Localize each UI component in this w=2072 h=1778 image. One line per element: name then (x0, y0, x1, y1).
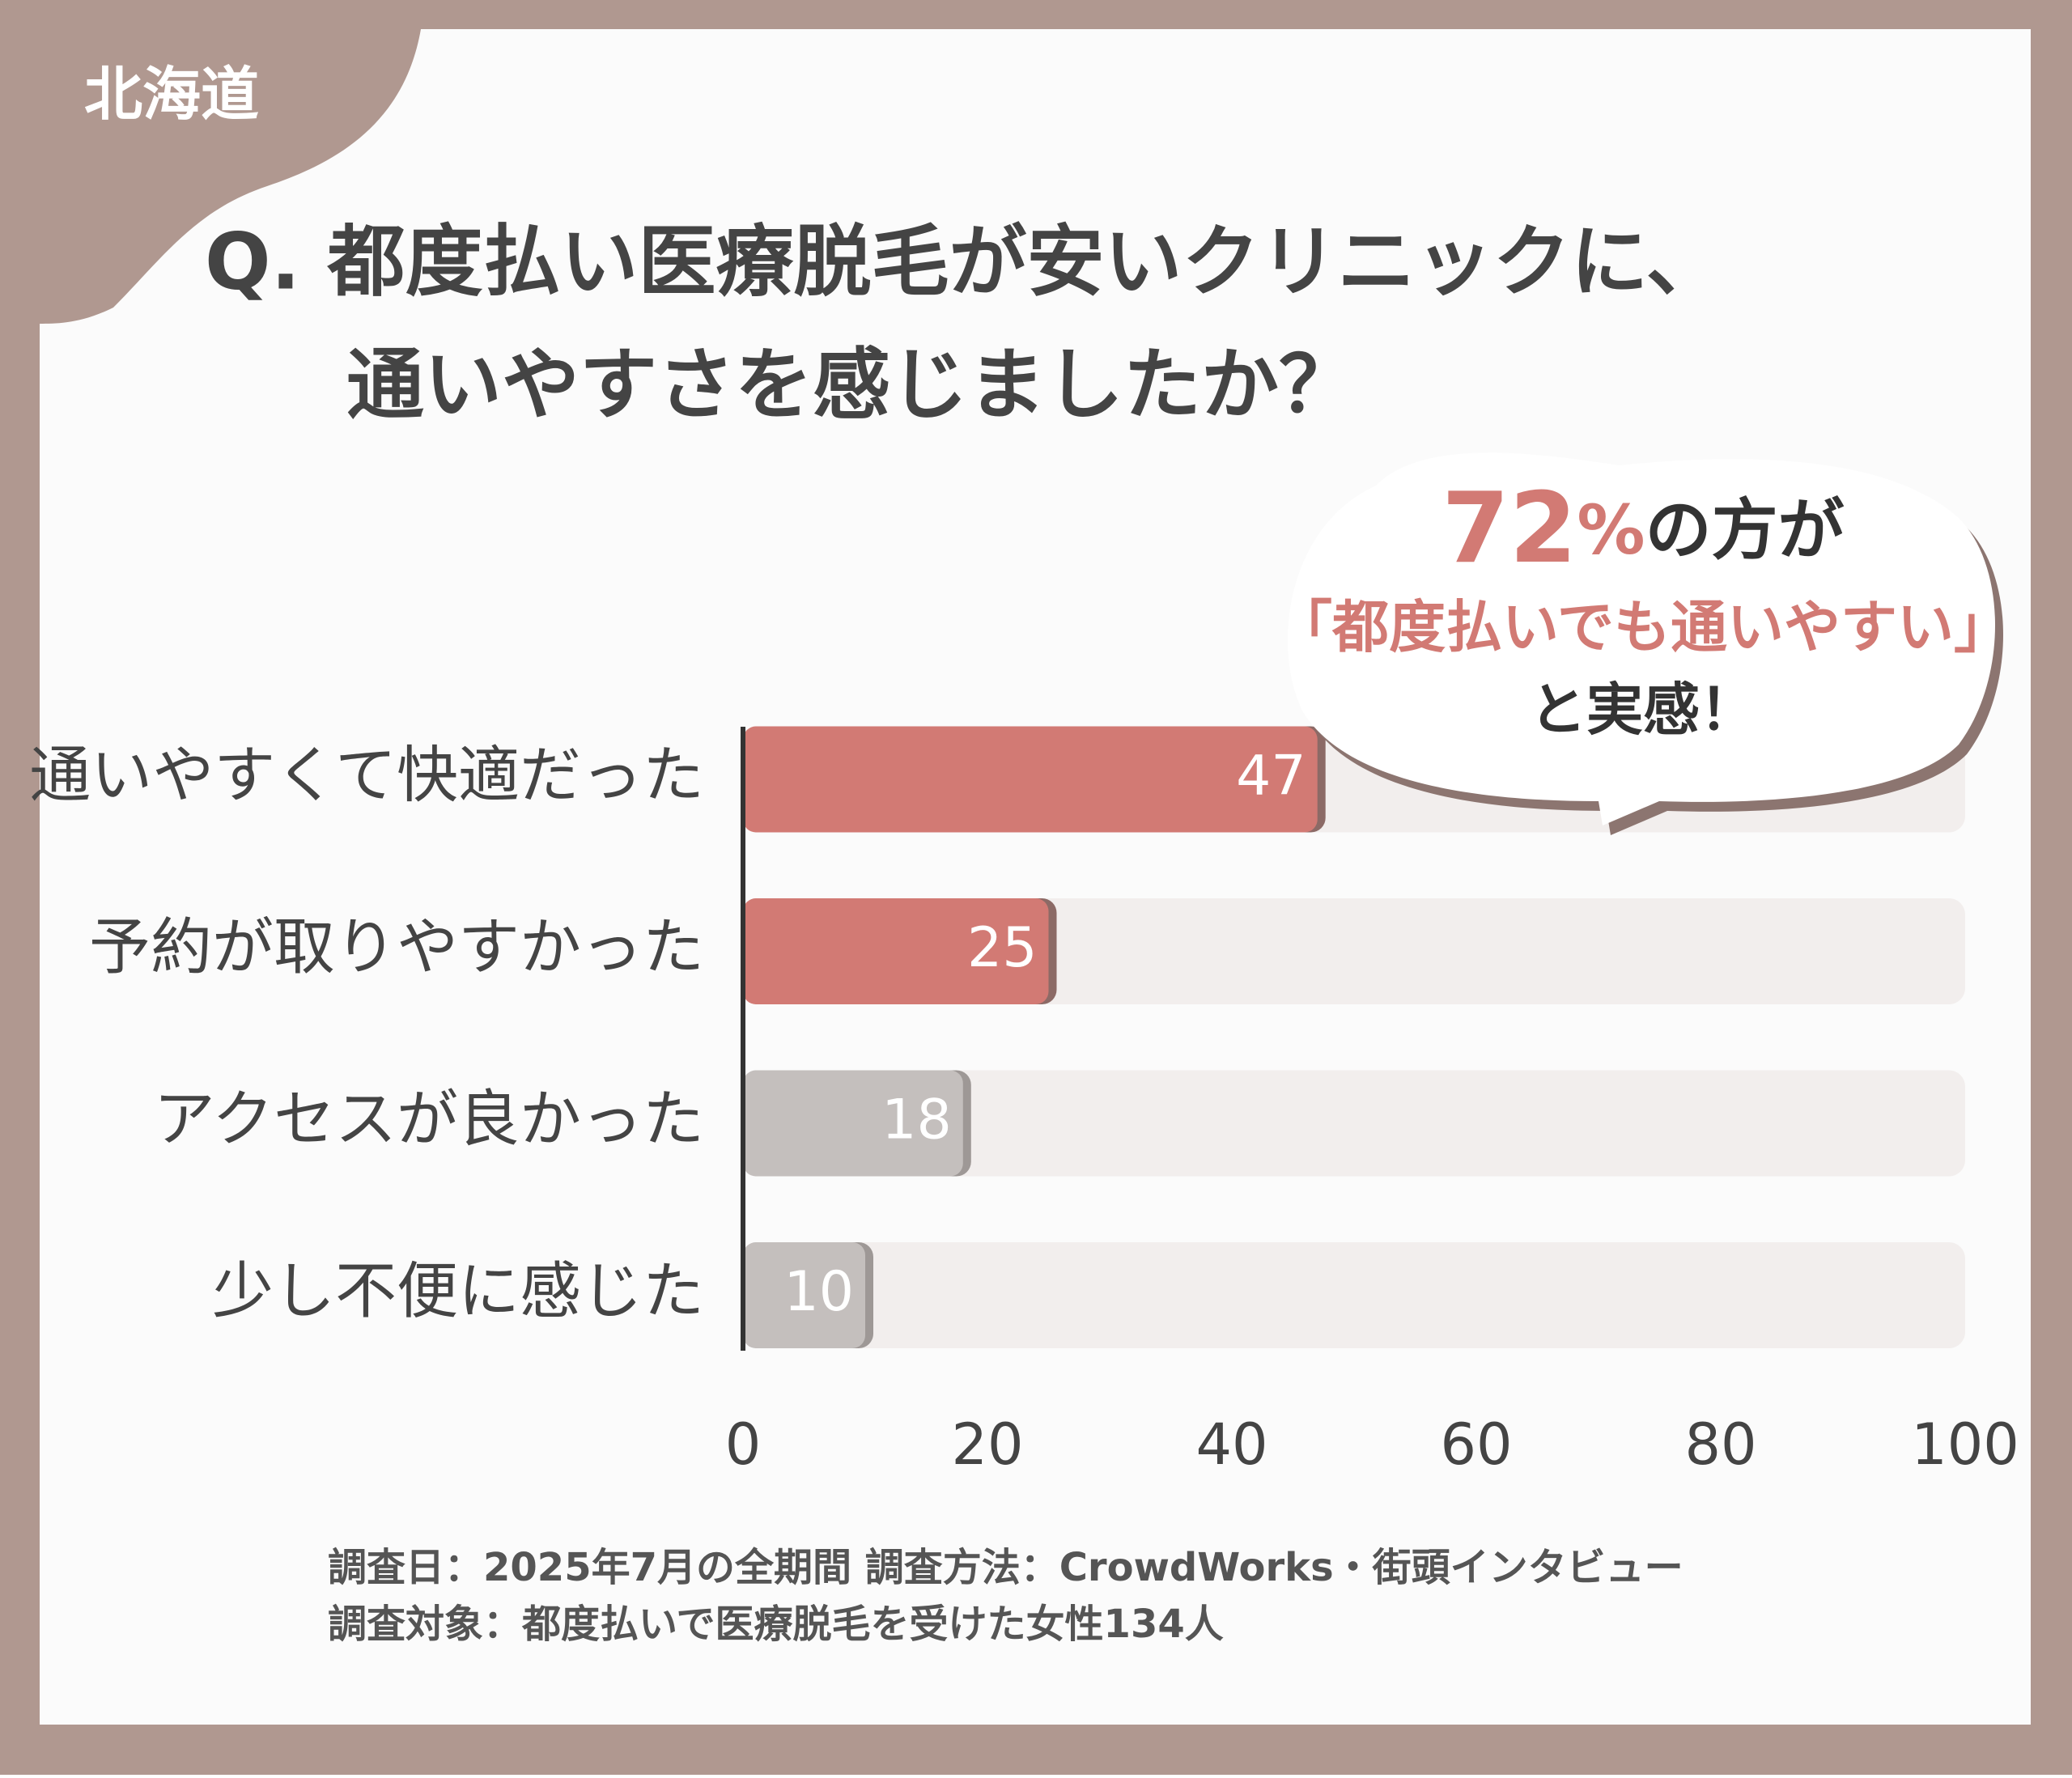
x-tick-label: 80 (1684, 1411, 1756, 1478)
callout-line2: 「都度払いでも通いやすい」 (1276, 594, 2010, 660)
value-label: 25 (967, 916, 1038, 980)
title-line: Q. 都度払い医療脱毛が安いクリニックに、 (205, 216, 1724, 307)
x-tick-label: 100 (1911, 1411, 2019, 1478)
bar (743, 898, 1049, 1004)
tag: 北海道 (84, 61, 259, 129)
value-label: 47 (1236, 745, 1306, 808)
bar (743, 1242, 865, 1348)
callout-line3: と実感！ (1530, 677, 1756, 743)
bar-track (743, 1070, 1965, 1177)
x-tick-label: 0 (725, 1411, 762, 1478)
callout-unit: % (1577, 490, 1645, 570)
value-label: 18 (881, 1088, 952, 1152)
title-line: 通いやすさを感じましたか？ (346, 339, 1357, 430)
bar-track (743, 1242, 1965, 1348)
category-label: 少し不便に感じた (212, 1254, 704, 1326)
tag-shape (40, 29, 421, 324)
panel (40, 29, 2031, 1725)
footer-line: 調査対象：都度払いで医療脱毛を受けた女性134人 (328, 1602, 1224, 1647)
x-tick-label: 60 (1440, 1411, 1512, 1478)
callout-highlight: 72 (1441, 473, 1577, 585)
callout: 72%の方が 「都度払いでも通いやすい」 と実感！ (1276, 452, 2010, 835)
value-label: 10 (783, 1260, 854, 1324)
bar (743, 1070, 963, 1177)
callout-bubble (1287, 452, 1995, 825)
category-label: 予約が取りやすかった (89, 910, 704, 982)
callout-rest: の方が (1645, 492, 1845, 569)
x-tick-label: 20 (951, 1411, 1023, 1478)
category-label: アクセスが良かった (154, 1083, 704, 1155)
callout-line1: 72%の方が (1441, 473, 1844, 585)
category-label: 通いやすくて快適だった (29, 739, 704, 811)
bar (743, 726, 1318, 833)
footer-line: 調査日：2025年7月の全期間 調査方法：CrowdWorks・街頭インタビュー (328, 1545, 1684, 1590)
x-tick-label: 40 (1195, 1411, 1267, 1478)
